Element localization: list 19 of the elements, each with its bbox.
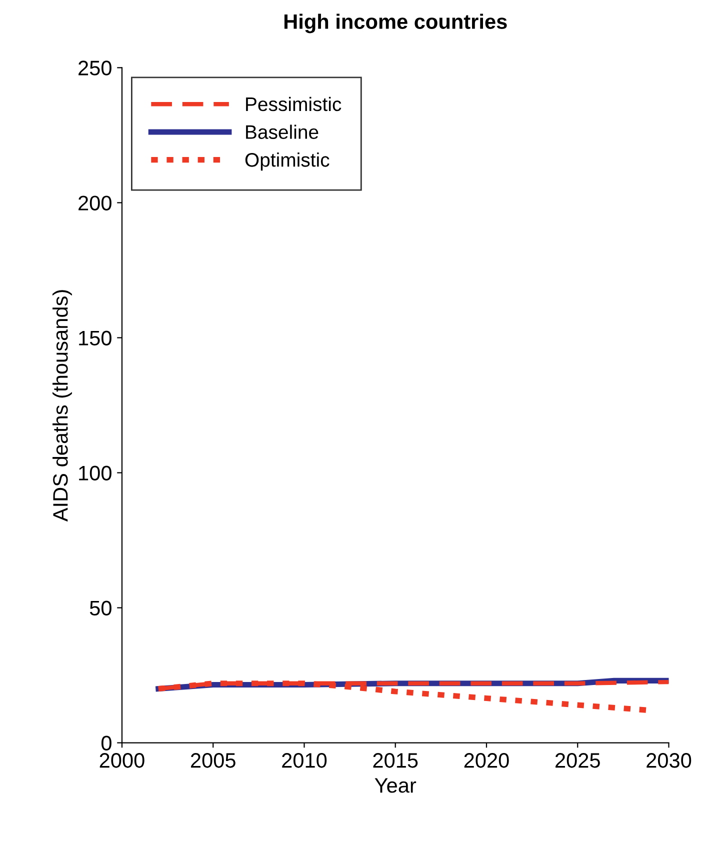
x-tick-label: 2015 xyxy=(373,753,418,768)
y-axis-title: AIDS deaths (thousands) xyxy=(52,290,72,522)
legend-label: Pessimistic xyxy=(246,96,342,112)
x-tick-label: 2030 xyxy=(646,753,692,768)
legend-label: Baseline xyxy=(246,124,318,139)
y-tick-label: 150 xyxy=(79,330,112,346)
x-tick-label: 2025 xyxy=(556,753,600,768)
legend-label: Optimistic xyxy=(245,152,330,171)
x-tick-label: 2000 xyxy=(100,753,144,768)
chart-title: High income countries xyxy=(284,14,507,34)
y-tick-label: 50 xyxy=(90,600,112,616)
y-tick-label: 0 xyxy=(101,736,112,751)
x-tick-label: 2005 xyxy=(190,753,236,768)
y-tick-label: 100 xyxy=(79,466,112,480)
x-axis-title: Year xyxy=(374,778,416,793)
y-tick-label: 250 xyxy=(78,60,112,76)
x-tick-label: 2010 xyxy=(282,753,327,768)
x-tick-label: 2020 xyxy=(464,753,509,768)
y-tick-label: 200 xyxy=(78,196,112,210)
